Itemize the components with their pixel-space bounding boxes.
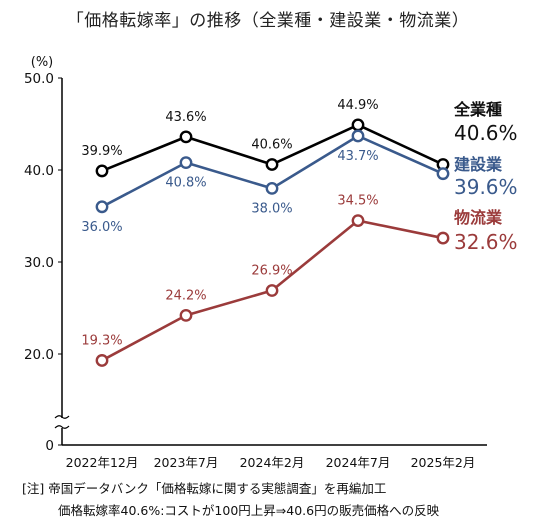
data-label: 40.6% <box>251 137 292 152</box>
data-label: 40.8% <box>165 176 206 191</box>
data-point <box>436 167 450 181</box>
data-point <box>265 284 279 297</box>
chart-points <box>95 118 450 367</box>
note-definition: 価格転嫁率40.6%:コストが100円上昇⇒40.6円の販売価格への反映 <box>58 503 440 518</box>
data-label: 24.2% <box>165 288 206 303</box>
x-tick-label: 2022年12月 <box>66 455 139 470</box>
axis-break-mark-bottom <box>54 425 70 429</box>
y-tick-label: 50.0 <box>24 71 54 87</box>
data-point <box>95 200 109 214</box>
data-label: 19.3% <box>81 333 122 348</box>
data-label: 43.7% <box>337 149 378 164</box>
y-tick-label: 30.0 <box>24 255 54 271</box>
y-tick-label: 20.0 <box>24 347 54 363</box>
data-label: 26.9% <box>251 264 292 279</box>
data-point <box>351 214 365 228</box>
data-point <box>179 156 193 170</box>
legend-logistics-value: 32.6% <box>454 230 518 254</box>
data-point <box>179 130 193 144</box>
data-label: 36.0% <box>81 220 122 235</box>
x-tick-label: 2024年7月 <box>326 455 391 470</box>
legend-construction-value: 39.6% <box>454 175 518 199</box>
data-point <box>351 118 365 132</box>
data-point <box>95 164 109 178</box>
chart-title: 「価格転嫁率」の推移（全業種・建設業・物流業） <box>66 11 470 31</box>
y-tick-label: 0 <box>45 438 54 454</box>
legend-construction-name: 建設業 <box>454 155 503 174</box>
axis-break-mark-top <box>54 415 70 419</box>
y-axis-label: (%) <box>31 55 54 70</box>
x-tick-label: 2025年2月 <box>411 455 476 470</box>
data-label: 39.9% <box>81 144 122 159</box>
data-point <box>95 354 109 367</box>
data-point <box>351 129 365 143</box>
chart-labels: 39.9% 43.6% 40.6% 44.9% 36.0% 40.8% 38.0% 43.7%… <box>81 98 378 349</box>
legend-logistics-name: 物流業 <box>454 208 503 227</box>
chart-ticks: (%)50.0 40.0 30.0 20.0 0 2022年12月 2023年7月 2024年… <box>24 55 475 470</box>
note-source: [注] 帝国データバンク「価格転嫁に関する実態調査」を再編加工 <box>22 481 387 496</box>
x-tick-label: 2024年2月 <box>240 455 305 470</box>
data-point <box>265 181 279 195</box>
data-label: 44.9% <box>337 98 378 113</box>
legend-all-industries-value: 40.6% <box>454 121 518 145</box>
data-point <box>179 308 193 322</box>
y-tick-label: 40.0 <box>24 163 54 179</box>
data-label: 34.5% <box>337 194 378 209</box>
data-point <box>436 231 450 245</box>
data-point <box>265 158 279 171</box>
x-tick-label: 2023年7月 <box>154 455 219 470</box>
data-label: 43.6% <box>165 110 206 125</box>
legend-all-industries-name: 全業種 <box>453 100 502 119</box>
chart-axes <box>54 78 487 446</box>
data-label: 38.0% <box>251 201 292 216</box>
